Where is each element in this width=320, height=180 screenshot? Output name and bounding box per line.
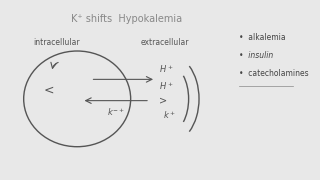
Text: extracellular: extracellular <box>140 39 189 48</box>
Text: K⁺ shifts  Hypokalemia: K⁺ shifts Hypokalemia <box>71 14 182 24</box>
Text: $k^+$: $k^+$ <box>163 109 176 121</box>
Text: $k^{-+}$: $k^{-+}$ <box>107 106 125 118</box>
Text: intracellular: intracellular <box>33 39 80 48</box>
Text: >: > <box>159 96 167 106</box>
Text: $H^+$: $H^+$ <box>159 81 174 92</box>
Text: •  catecholamines: • catecholamines <box>239 69 309 78</box>
Text: •  insulin: • insulin <box>239 51 273 60</box>
Text: <: < <box>44 84 54 96</box>
Text: $H^+$: $H^+$ <box>159 63 174 75</box>
Text: •  alkalemia: • alkalemia <box>239 33 286 42</box>
